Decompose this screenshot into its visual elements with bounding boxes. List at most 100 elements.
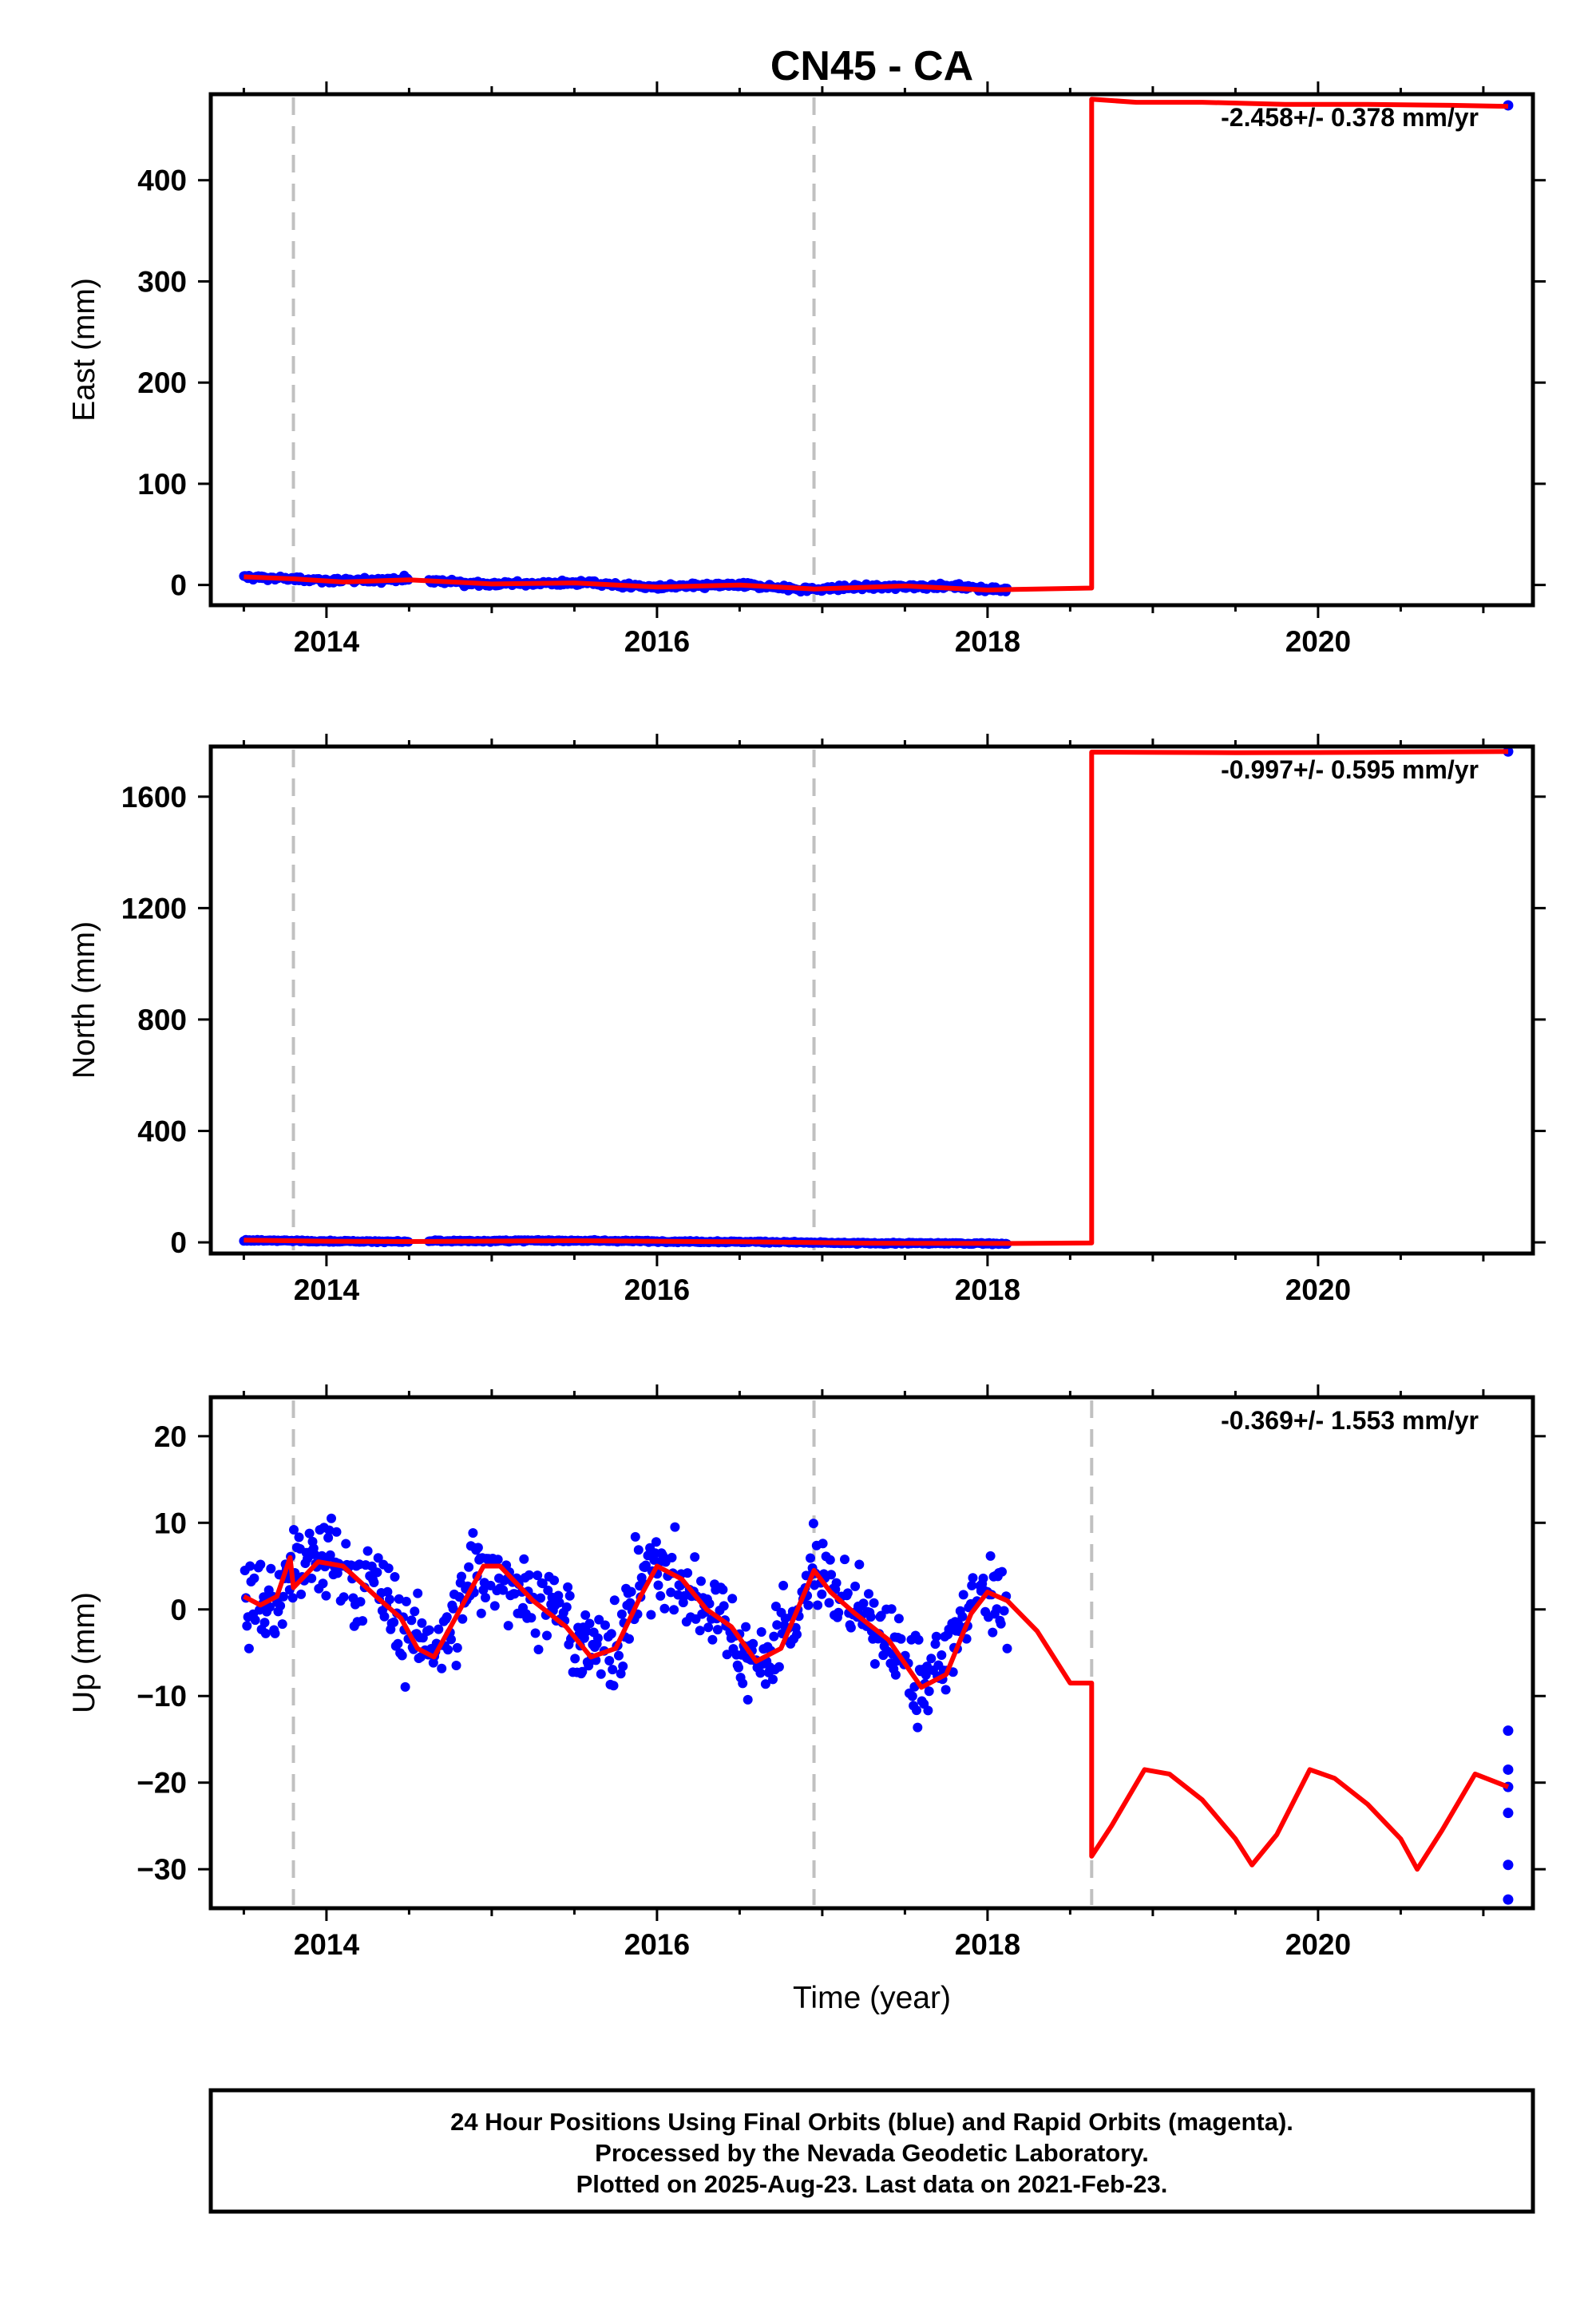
footer-line-2: Processed by the Nevada Geodetic Laborat… bbox=[595, 2139, 1149, 2167]
up-data-point bbox=[580, 1610, 591, 1620]
up-data-point bbox=[250, 1615, 260, 1626]
north-y-tick-label: 400 bbox=[137, 1115, 187, 1147]
up-x-tick-label: 2016 bbox=[624, 1928, 690, 1961]
up-data-point bbox=[310, 1550, 320, 1559]
up-data-point bbox=[937, 1650, 947, 1660]
up-data-point bbox=[817, 1589, 827, 1599]
up-data-point bbox=[846, 1622, 856, 1633]
up-data-point bbox=[840, 1555, 849, 1565]
up-data-point bbox=[600, 1620, 610, 1630]
up-data-point bbox=[616, 1669, 626, 1679]
up-data-point bbox=[865, 1612, 876, 1622]
up-data-point bbox=[707, 1634, 718, 1645]
up-data-point bbox=[355, 1597, 366, 1607]
up-data-point bbox=[594, 1614, 604, 1625]
north-model-fit-line bbox=[244, 749, 1509, 1246]
up-data-point bbox=[606, 1629, 616, 1639]
up-data-point bbox=[941, 1685, 951, 1695]
up-data-point bbox=[323, 1533, 334, 1543]
up-data-point bbox=[394, 1594, 404, 1604]
up-data-point bbox=[924, 1686, 934, 1697]
up-data-point bbox=[509, 1589, 520, 1599]
up-data-point bbox=[457, 1614, 468, 1624]
up-data-point bbox=[530, 1628, 541, 1638]
up-data-point bbox=[778, 1580, 789, 1590]
up-data-point bbox=[332, 1568, 343, 1578]
up-x-tick-label: 2014 bbox=[294, 1928, 360, 1961]
up-data-point bbox=[287, 1593, 298, 1603]
up-data-point bbox=[249, 1573, 259, 1583]
up-data-point bbox=[296, 1589, 307, 1599]
up-data-point bbox=[893, 1614, 904, 1624]
up-data-point bbox=[646, 1610, 656, 1620]
east-plot-area bbox=[211, 94, 1533, 605]
up-data-point bbox=[307, 1573, 317, 1583]
up-data-point bbox=[524, 1570, 534, 1580]
up-data-point bbox=[609, 1595, 620, 1606]
up-data-point bbox=[464, 1562, 474, 1572]
up-data-point bbox=[670, 1522, 680, 1532]
up-data-point bbox=[826, 1570, 837, 1580]
up-data-point bbox=[695, 1626, 705, 1636]
up-data-point bbox=[543, 1585, 553, 1595]
north-y-tick-label: 1200 bbox=[121, 892, 187, 925]
up-data-point bbox=[760, 1679, 770, 1689]
up-y-tick-label: 20 bbox=[154, 1420, 187, 1453]
up-data-point bbox=[738, 1678, 748, 1689]
up-model-fit-line bbox=[243, 1555, 1510, 1872]
up-data-point bbox=[245, 1561, 255, 1571]
up-data-point bbox=[978, 1573, 988, 1583]
up-data-point bbox=[869, 1659, 880, 1669]
up-data-point bbox=[997, 1566, 1007, 1577]
up-data-point bbox=[690, 1552, 700, 1562]
up-data-point bbox=[604, 1656, 615, 1665]
up-data-point bbox=[397, 1650, 407, 1661]
east-x-tick-label: 2020 bbox=[1285, 625, 1351, 658]
up-data-point bbox=[382, 1586, 393, 1597]
up-data-point bbox=[719, 1601, 729, 1611]
up-data-point bbox=[864, 1589, 873, 1599]
up-panel: 2014 2016 2018 2020 −30 −20 −10 0 10 20 Up (mm) -0.… bbox=[67, 1384, 1546, 1961]
up-data-point bbox=[640, 1560, 651, 1570]
up-data-point bbox=[537, 1578, 548, 1589]
up-data-point bbox=[331, 1527, 342, 1537]
up-data-point bbox=[1503, 1860, 1514, 1871]
up-data-point bbox=[410, 1606, 420, 1617]
up-data-point bbox=[886, 1604, 897, 1614]
up-data-point bbox=[653, 1580, 663, 1590]
up-data-point bbox=[563, 1582, 573, 1592]
up-data-point bbox=[570, 1654, 580, 1664]
up-data-point bbox=[452, 1642, 462, 1653]
up-data-point bbox=[923, 1705, 933, 1716]
up-data-point bbox=[633, 1545, 644, 1555]
up-data-point bbox=[912, 1705, 921, 1716]
up-plot-frame bbox=[208, 1395, 1535, 1911]
up-data-point bbox=[1503, 1808, 1514, 1819]
up-data-point bbox=[584, 1618, 595, 1629]
up-data-point bbox=[526, 1613, 537, 1623]
up-data-point bbox=[304, 1528, 315, 1539]
footer-line-1: 24 Hour Positions Using Final Orbits (bl… bbox=[450, 2108, 1293, 2136]
up-data-point bbox=[926, 1654, 937, 1664]
up-data-point bbox=[756, 1627, 766, 1637]
up-data-point bbox=[413, 1588, 423, 1598]
up-data-point bbox=[498, 1585, 509, 1595]
up-data-point bbox=[896, 1634, 906, 1644]
up-data-point bbox=[451, 1661, 461, 1670]
up-data-point bbox=[255, 1559, 266, 1570]
up-data-point bbox=[958, 1590, 968, 1600]
up-data-point bbox=[921, 1669, 931, 1680]
up-data-point bbox=[755, 1668, 766, 1678]
up-data-point bbox=[493, 1555, 503, 1565]
up-data-point bbox=[434, 1624, 444, 1634]
up-data-point bbox=[379, 1611, 390, 1622]
east-y-axis-label: East (mm) bbox=[67, 278, 101, 422]
up-data-point bbox=[743, 1694, 753, 1705]
up-data-point bbox=[774, 1662, 784, 1672]
up-data-point bbox=[854, 1559, 865, 1570]
north-x-tick-label: 2018 bbox=[955, 1273, 1020, 1306]
east-panel: 2014 2016 2018 2020 0 100 200 300 400 East (mm) -2… bbox=[67, 81, 1546, 658]
up-data-point bbox=[666, 1587, 676, 1598]
up-data-point bbox=[549, 1575, 560, 1586]
up-data-point bbox=[741, 1622, 751, 1632]
